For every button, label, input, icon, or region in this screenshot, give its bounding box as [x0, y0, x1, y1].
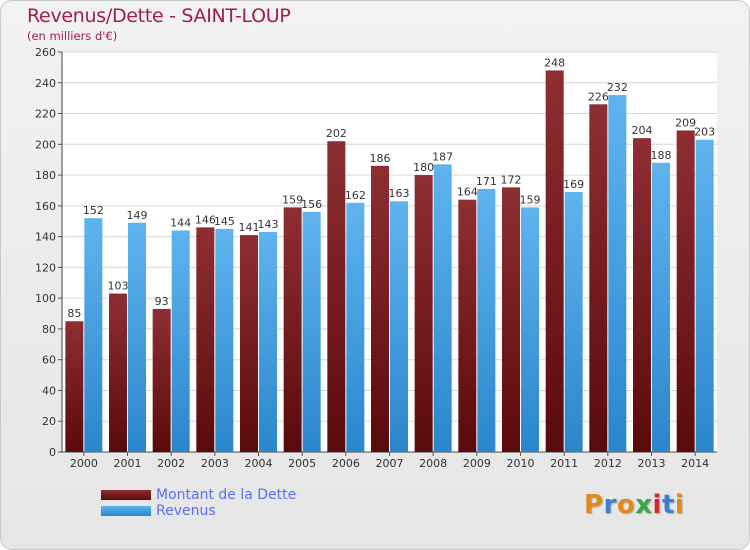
y-tick-label: 140 [35, 231, 56, 244]
x-tick-label: 2011 [550, 457, 578, 470]
bar-revenue [302, 212, 321, 452]
bar-debt [414, 175, 433, 453]
x-tick-label: 2004 [245, 457, 273, 470]
legend-swatch-debt [101, 490, 151, 500]
x-tick-label: 2013 [638, 457, 666, 470]
data-label-debt: 85 [67, 307, 81, 320]
data-label-debt: 226 [588, 90, 609, 103]
data-label-revenue: 156 [301, 198, 322, 211]
x-tick-label: 2009 [463, 457, 491, 470]
data-label-revenue: 152 [83, 204, 104, 217]
legend-swatch-revenue [101, 506, 151, 516]
data-label-revenue: 203 [694, 126, 715, 139]
data-label-revenue: 143 [258, 218, 279, 231]
bar-debt [283, 207, 302, 452]
bar-revenue [84, 218, 103, 452]
chart-title: Revenus/Dette - SAINT-LOUP [27, 5, 291, 27]
bar-revenue [695, 139, 714, 452]
y-tick-label: 120 [35, 261, 56, 274]
bar-debt [327, 141, 346, 452]
data-label-revenue: 188 [651, 149, 672, 162]
data-label-revenue: 169 [563, 178, 584, 191]
y-tick-label: 40 [42, 384, 56, 397]
data-label-debt: 202 [326, 127, 347, 140]
bar-debt [545, 70, 564, 452]
bar-debt [633, 138, 651, 452]
data-label-revenue: 232 [607, 81, 628, 94]
data-label-debt: 164 [457, 186, 478, 199]
data-label-revenue: 163 [389, 187, 410, 200]
x-tick-label: 2002 [157, 457, 185, 470]
bar-revenue [521, 207, 539, 452]
x-tick-label: 2006 [332, 457, 360, 470]
data-label-revenue: 149 [127, 209, 148, 222]
data-label-debt: 103 [108, 280, 129, 293]
bar-debt [109, 293, 127, 452]
x-tick-label: 2010 [507, 457, 535, 470]
legend-label-debt: Montant de la Dette [156, 487, 297, 503]
bar-debt [589, 104, 608, 453]
x-tick-label: 2003 [201, 457, 229, 470]
plot-area [62, 52, 717, 452]
data-label-debt: 248 [544, 56, 565, 69]
bar-debt [240, 235, 258, 452]
data-label-revenue: 187 [432, 150, 453, 163]
y-tick-label: 240 [35, 77, 56, 90]
data-label-revenue: 159 [520, 193, 541, 206]
y-tick-label: 200 [35, 138, 56, 151]
bar-revenue [346, 202, 365, 452]
bar-debt [458, 199, 477, 452]
data-label-revenue: 171 [476, 175, 497, 188]
data-label-debt: 204 [632, 124, 653, 137]
chart-subtitle: (en milliers d'€) [27, 29, 118, 43]
bar-debt [676, 130, 695, 452]
proxiti-logo: Proxiti [584, 490, 685, 520]
data-label-revenue: 144 [170, 216, 191, 229]
x-tick-label: 2000 [70, 457, 98, 470]
bar-revenue [215, 228, 234, 452]
bar-revenue [652, 162, 670, 452]
bar-revenue [171, 230, 190, 452]
data-label-debt: 146 [195, 213, 216, 226]
y-tick-label: 0 [49, 446, 56, 459]
y-tick-label: 20 [42, 415, 56, 428]
bar-debt [502, 187, 520, 452]
y-tick-label: 60 [42, 354, 56, 367]
x-tick-label: 2014 [681, 457, 709, 470]
bar-debt [196, 227, 215, 452]
data-label-debt: 141 [239, 221, 260, 234]
data-label-revenue: 162 [345, 189, 366, 202]
data-label-debt: 209 [675, 116, 696, 129]
y-tick-label: 100 [35, 292, 56, 305]
bar-debt [152, 308, 171, 452]
data-label-revenue: 145 [214, 215, 235, 228]
x-tick-label: 2008 [419, 457, 447, 470]
bar-revenue [390, 201, 408, 452]
bar-revenue [259, 232, 277, 452]
bar-revenue [564, 192, 583, 452]
bar-debt [371, 165, 389, 452]
data-label-debt: 159 [282, 193, 303, 206]
x-tick-label: 2001 [114, 457, 142, 470]
data-label-debt: 180 [413, 161, 434, 174]
y-tick-label: 80 [42, 323, 56, 336]
data-label-debt: 186 [370, 152, 391, 165]
y-tick-label: 260 [35, 46, 56, 59]
data-label-debt: 93 [155, 295, 169, 308]
x-tick-label: 2007 [376, 457, 404, 470]
y-tick-label: 160 [35, 200, 56, 213]
legend-label-revenue: Revenus [156, 503, 216, 519]
y-tick-label: 180 [35, 169, 56, 182]
x-tick-label: 2005 [288, 457, 316, 470]
data-label-debt: 172 [501, 173, 522, 186]
bar-revenue [128, 222, 146, 452]
bar-debt [65, 321, 84, 452]
bar-revenue [433, 164, 452, 453]
x-tick-label: 2012 [594, 457, 622, 470]
y-tick-label: 220 [35, 108, 56, 121]
bar-revenue [608, 95, 627, 453]
bar-revenue [477, 188, 496, 452]
